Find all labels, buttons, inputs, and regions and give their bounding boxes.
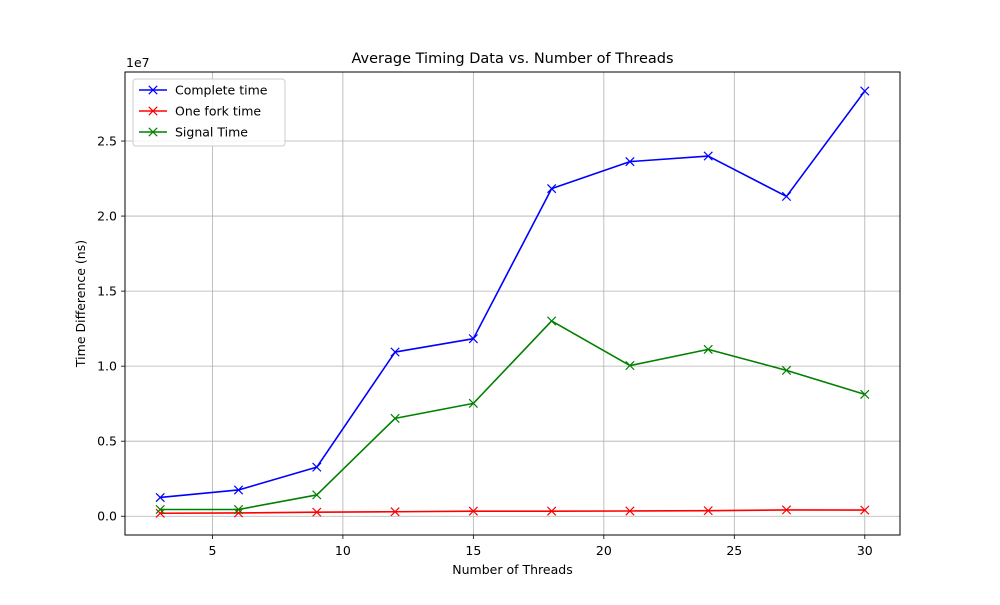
series-line-signal-time — [160, 320, 866, 511]
data-point-complete-time-stroke-b — [781, 191, 792, 202]
data-point-one-fork-time-stroke-b — [312, 507, 322, 517]
data-point-complete-time — [155, 492, 165, 503]
chart-title: Average Timing Data vs. Number of Thread… — [351, 51, 673, 67]
legend-marker-complete-time — [148, 85, 158, 95]
axis-ticks: 5 10 15 20 25 30 0.0 0.5 1.0 1.5 2.0 2.5 — [97, 134, 873, 558]
data-point-one-fork-time-stroke-b — [703, 506, 713, 516]
data-point-complete-time-stroke-b — [468, 334, 478, 344]
y-tick-label: 0.0 — [97, 509, 117, 524]
data-point-complete-time — [312, 462, 322, 472]
data-point-one-fork-time — [703, 506, 713, 516]
legend-marker-signal-time-stroke-b — [148, 127, 158, 137]
series-line-complete-time — [160, 90, 866, 499]
data-point-one-fork-time-stroke-b — [233, 508, 244, 518]
data-point-one-fork-time — [390, 507, 400, 517]
data-point-signal-time-stroke-b — [703, 344, 713, 354]
data-point-one-fork-time-stroke-b — [155, 508, 165, 518]
data-point-complete-time — [781, 191, 792, 202]
y-tick-label: 1.5 — [97, 284, 117, 299]
legend-marker-one-fork-time — [148, 106, 158, 116]
data-point-one-fork-time-stroke-b — [781, 505, 792, 515]
data-point-one-fork-time — [781, 505, 792, 515]
data-point-complete-time — [625, 156, 635, 167]
data-point-signal-time-stroke-b — [860, 389, 870, 399]
x-tick-label: 20 — [596, 543, 612, 558]
x-tick-label: 30 — [857, 543, 873, 558]
data-point-signal-time-stroke-b — [781, 365, 792, 375]
data-point-signal-time — [233, 504, 244, 515]
x-tick-label: 15 — [465, 543, 481, 558]
data-point-signal-time-stroke-b — [547, 316, 557, 326]
data-point-one-fork-time — [860, 505, 870, 515]
data-point-signal-time — [312, 490, 322, 500]
data-point-signal-time-stroke-b — [468, 398, 478, 409]
legend-box — [132, 78, 286, 147]
data-point-signal-time-stroke-b — [312, 490, 322, 500]
data-point-signal-time — [781, 365, 792, 375]
data-point-one-fork-time — [547, 506, 557, 516]
data-point-one-fork-time-stroke-b — [468, 506, 478, 516]
data-point-complete-time — [468, 334, 478, 344]
data-point-complete-time-stroke-b — [625, 156, 635, 167]
legend-marker-signal-time — [148, 127, 158, 137]
data-point-complete-time — [703, 151, 713, 161]
data-point-signal-time — [860, 389, 870, 399]
y-axis-label: Time Difference (ns) — [73, 240, 88, 368]
y-tick-label: 2.0 — [97, 209, 117, 224]
data-point-one-fork-time-stroke-b — [625, 506, 635, 516]
data-point-one-fork-time — [312, 507, 322, 517]
data-point-complete-time — [233, 485, 244, 495]
legend-label-one-fork-time: One fork time — [175, 104, 261, 119]
data-point-complete-time-stroke-b — [155, 492, 165, 503]
data-point-complete-time-stroke-b — [703, 151, 713, 161]
data-point-signal-time-stroke-b — [233, 504, 244, 515]
data-point-complete-time-stroke-b — [860, 86, 870, 96]
legend-label-complete-time: Complete time — [175, 83, 268, 98]
data-point-one-fork-time — [625, 506, 635, 516]
x-tick-label: 25 — [726, 543, 742, 558]
data-point-one-fork-time-stroke-b — [390, 507, 400, 517]
data-point-signal-time-stroke-b — [625, 360, 635, 371]
series-line-one-fork-time — [160, 509, 865, 515]
data-point-signal-time — [468, 398, 478, 409]
x-tick-label: 10 — [335, 543, 351, 558]
legend-label-signal-time: Signal Time — [175, 125, 248, 140]
legend-marker-complete-time-stroke-b — [148, 85, 158, 95]
data-point-one-fork-time-stroke-b — [547, 506, 557, 516]
y-tick-label: 1.0 — [97, 359, 117, 374]
data-point-signal-time — [547, 316, 557, 326]
data-point-one-fork-time — [468, 506, 478, 516]
x-axis-label: Number of Threads — [452, 562, 572, 577]
data-point-complete-time — [547, 183, 557, 194]
series-layer — [155, 86, 870, 518]
data-point-complete-time — [860, 86, 870, 96]
grid — [125, 72, 900, 535]
data-point-signal-time — [390, 413, 400, 424]
data-point-complete-time-stroke-b — [547, 183, 557, 194]
data-point-one-fork-time-stroke-b — [860, 505, 870, 515]
data-point-complete-time-stroke-b — [233, 485, 244, 495]
legend-marker-one-fork-time-stroke-b — [148, 106, 158, 116]
data-point-one-fork-time — [155, 508, 165, 518]
y-tick-label: 0.5 — [97, 434, 117, 449]
x-tick-label: 5 — [208, 543, 216, 558]
y-tick-label: 2.5 — [97, 134, 117, 149]
y-offset-label: 1e7 — [126, 55, 150, 70]
data-point-signal-time-stroke-b — [390, 413, 400, 424]
data-point-complete-time — [390, 347, 400, 357]
data-point-signal-time — [155, 504, 165, 515]
data-point-signal-time — [625, 360, 635, 371]
data-point-complete-time-stroke-b — [312, 462, 322, 472]
data-point-signal-time-stroke-b — [155, 504, 165, 515]
plot-frame — [124, 71, 901, 536]
data-point-signal-time — [703, 344, 713, 354]
data-point-complete-time-stroke-b — [390, 347, 400, 357]
legend: Complete time One fork time Signal Time — [132, 78, 286, 147]
